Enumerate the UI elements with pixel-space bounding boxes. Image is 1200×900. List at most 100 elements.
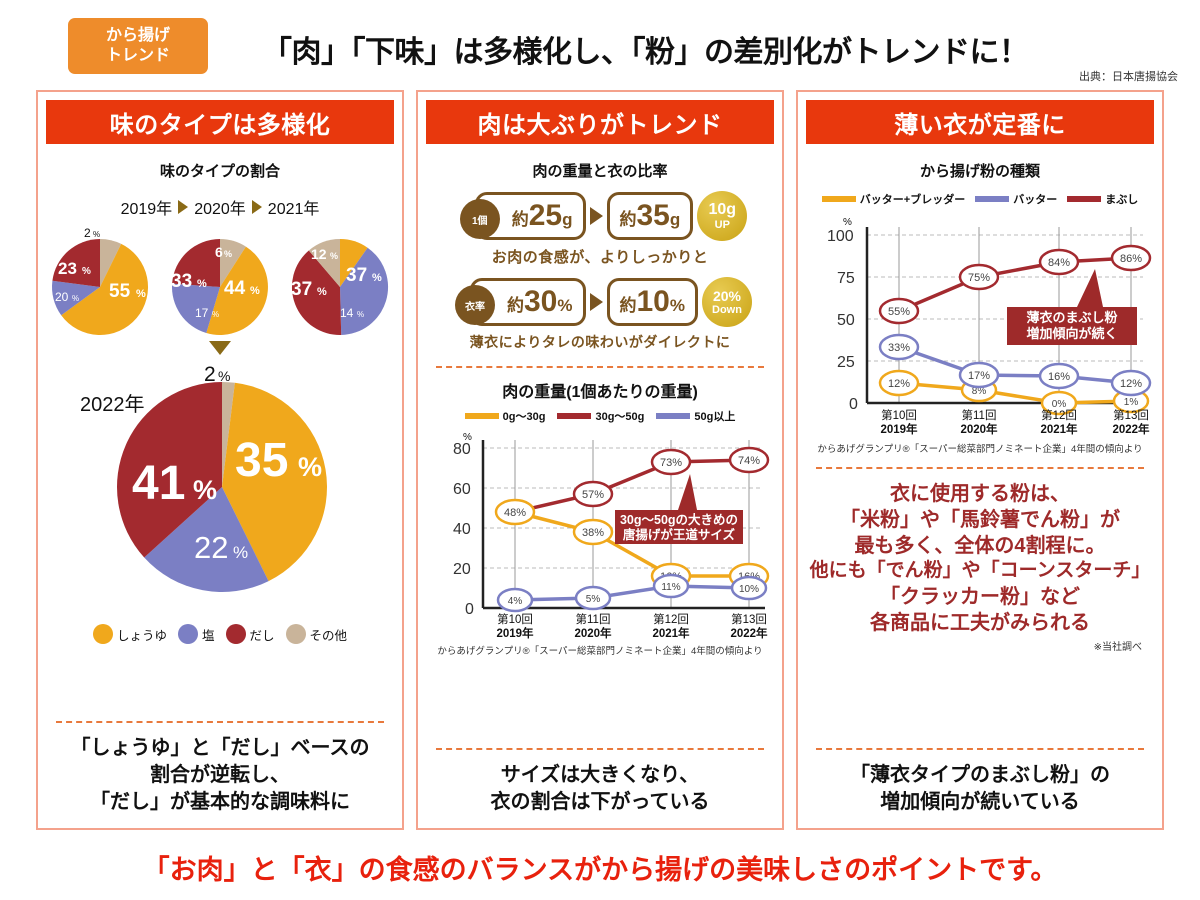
panel3-body-note: ※当社調べ	[1093, 641, 1142, 653]
arrow-right-icon	[589, 207, 603, 225]
legend-label: 0g〜30g	[502, 411, 546, 423]
svg-text:80: 80	[453, 441, 471, 458]
delta-amount: 20%	[712, 287, 742, 304]
svg-text:第11回: 第11回	[576, 612, 611, 626]
svg-text:0: 0	[849, 396, 858, 413]
body-line-1: 衣に使用する粉は、	[890, 483, 1070, 505]
panel3-body-text: 衣に使用する粉は、 「米粉」や「馬鈴薯でん粉」が 最も多く、全体の4割程に。 他…	[798, 481, 1162, 636]
svg-text:60: 60	[453, 481, 471, 498]
svg-text:唐揚げが王道サイズ: 唐揚げが王道サイズ	[623, 527, 736, 542]
panel1-heading: 味のタイプは多様化	[46, 100, 394, 144]
year-label-2020: 2020年	[194, 201, 246, 218]
batter-ratio-comparison-row: 衣率 約30% 約10% 20% Down	[418, 277, 782, 327]
arrow-right-icon	[589, 293, 603, 311]
flour-type-line-chart: % 100 75 50 25 0	[827, 217, 1152, 436]
legend-item-shoyu: しょうゆ	[92, 624, 167, 644]
year-labels-row: 2019年 2020年 2021年	[38, 195, 402, 219]
meat-weight-line-chart: % 80 60 40 20 0	[453, 432, 770, 640]
meat-weight-chart-title: 肉の重量(1個あたりの重量)	[502, 384, 698, 401]
svg-text:%: %	[197, 278, 207, 290]
ratio-after-value: 約10%	[620, 285, 686, 319]
svg-text:%: %	[212, 310, 219, 319]
svg-text:%: %	[357, 310, 364, 319]
svg-text:12%: 12%	[1120, 378, 1142, 390]
badge-line-1: から揚げ	[105, 27, 170, 44]
svg-text:10%: 10%	[739, 584, 759, 595]
svg-text:%: %	[372, 272, 382, 284]
svg-text:23: 23	[58, 259, 77, 278]
svg-text:48%: 48%	[504, 507, 526, 519]
value-prefix: 約	[619, 210, 637, 229]
svg-text:2: 2	[84, 226, 91, 240]
source-attribution: 出典：日本唐揚協会	[1079, 71, 1178, 83]
pie-chart-2021: 12 % 37 % 37 % 14 %	[291, 238, 389, 336]
legend-swatch-icon	[92, 624, 113, 644]
panel3-conclusion: 「薄衣タイプのまぶし粉」の 増加傾向が続いている	[798, 750, 1162, 828]
legend-line-icon	[1067, 196, 1102, 202]
svg-text:%: %	[463, 432, 472, 443]
panel3-heading: 薄い衣が定番に	[806, 100, 1154, 144]
svg-text:37: 37	[291, 279, 312, 300]
svg-text:%: %	[317, 286, 327, 298]
panel1-conclusion: 「しょうゆ」と「だし」ベースの 割合が逆転し、 「だし」が基本的な調味料に	[38, 723, 402, 828]
value-number: 10	[636, 285, 670, 318]
svg-text:20: 20	[453, 561, 471, 578]
svg-text:33%: 33%	[888, 342, 910, 354]
legend-line-icon	[821, 196, 856, 202]
delta-amount: 10g	[708, 200, 737, 218]
weight-before-value: 約25g	[512, 199, 573, 233]
value-number: 30	[524, 285, 558, 318]
svg-text:33: 33	[171, 271, 192, 292]
body-line-5: 「クラッカー粉」など	[880, 585, 1080, 608]
ratio-before-value: 約30%	[507, 285, 573, 319]
conclusion-line-2: 衣の割合は下がっている	[490, 791, 710, 813]
meat-weight-chart-legend: 0g〜30g 30g〜50g 50g以上	[418, 408, 782, 424]
panel-meat-size: 肉は大ぶりがトレンド 肉の重量と衣の比率 1個 約25g 約35g 10g UP…	[416, 90, 784, 830]
body-line-3: 最も多く、全体の4割程に。	[854, 535, 1106, 557]
panel3-divider-top	[816, 467, 1144, 469]
svg-text:17%: 17%	[968, 370, 990, 382]
legend-line-icon	[656, 413, 691, 419]
svg-text:84%: 84%	[1048, 257, 1070, 269]
arrow-right-icon	[251, 200, 262, 214]
value-prefix: 約	[511, 210, 529, 229]
svg-text:4%: 4%	[508, 596, 523, 607]
legend-line-icon	[557, 413, 592, 419]
svg-text:11%: 11%	[661, 582, 680, 593]
svg-text:%: %	[330, 251, 338, 261]
svg-text:薄衣のまぶし粉: 薄衣のまぶし粉	[1026, 310, 1117, 325]
svg-text:2022年: 2022年	[1112, 422, 1150, 436]
panel1-subtitle: 味のタイプの割合	[159, 163, 280, 180]
legend-label: しょうゆ	[116, 628, 167, 643]
small-pie-charts-row: 2 % 55 % 23 % 20 % 6 % 44 %	[38, 221, 402, 339]
svg-text:2021年: 2021年	[1040, 422, 1078, 436]
svg-text:第11回: 第11回	[962, 408, 997, 422]
svg-text:0%: 0%	[1052, 399, 1067, 410]
bottom-banner: 「お肉」と「衣」の食感のバランスがから揚げの美味しさのポイントです。	[142, 854, 1058, 885]
ratio-after-box: 約10%	[606, 278, 698, 326]
legend-label: 50g以上	[694, 411, 736, 423]
svg-text:55: 55	[109, 281, 131, 302]
svg-text:8%: 8%	[972, 386, 987, 397]
pie-chart-2022: 2 % 2022年 35 % 41 % 22 %	[80, 363, 328, 593]
unit-badge-1piece: 1個	[459, 199, 500, 239]
svg-text:2022年: 2022年	[730, 626, 768, 640]
pie-chart-2019: 2 % 55 % 23 % 20 %	[52, 226, 149, 335]
svg-text:14: 14	[340, 306, 354, 320]
legend-item-mabushi: まぶし	[1067, 191, 1138, 207]
svg-text:2019年: 2019年	[880, 422, 918, 436]
conclusion-line-2: 増加傾向が続いている	[880, 791, 1080, 813]
svg-text:第12回: 第12回	[1041, 408, 1077, 422]
svg-text:1%: 1%	[1124, 397, 1139, 408]
svg-text:2: 2	[204, 363, 216, 386]
panel3-divider-bottom	[816, 748, 1144, 750]
legend-label: だし	[249, 628, 275, 643]
ratio-before-box: 衣率 約30%	[455, 278, 586, 326]
svg-text:12%: 12%	[888, 378, 910, 390]
svg-text:%: %	[250, 285, 260, 297]
legend-label: まぶし	[1105, 194, 1139, 206]
meat-weight-comparison-row: 1個 約25g 約35g 10g UP	[418, 191, 782, 241]
svg-text:74%: 74%	[738, 455, 760, 467]
svg-text:17: 17	[195, 306, 209, 320]
svg-text:86%: 86%	[1120, 253, 1142, 265]
